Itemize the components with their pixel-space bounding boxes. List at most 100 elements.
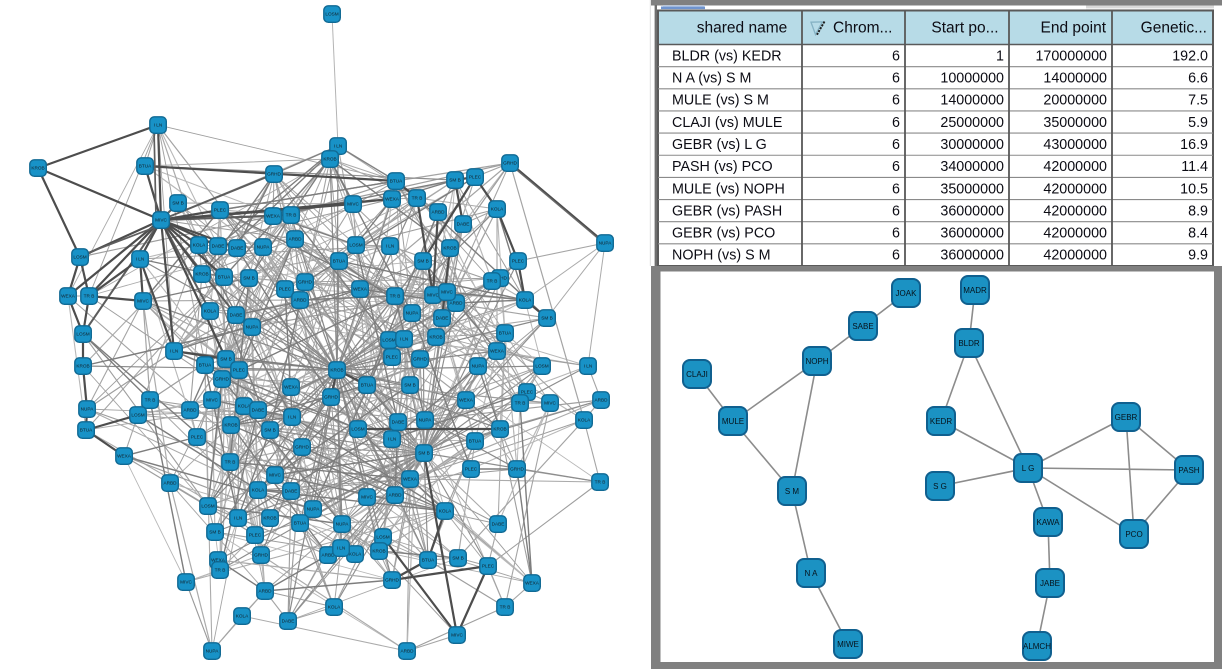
- svg-text:I LN: I LN: [154, 123, 163, 128]
- svg-text:PLEC: PLEC: [214, 208, 227, 213]
- svg-text:GEBR (vs) L G: GEBR (vs) L G: [672, 137, 767, 153]
- svg-text:MIWE: MIWE: [837, 640, 859, 649]
- svg-text:NUPA: NUPA: [246, 325, 260, 330]
- svg-text:ARBD: ARBD: [183, 408, 197, 413]
- svg-text:6: 6: [892, 181, 900, 197]
- svg-text:PASH: PASH: [1178, 466, 1199, 475]
- svg-text:GRHD: GRHD: [215, 377, 229, 382]
- svg-text:NOPH: NOPH: [805, 357, 828, 366]
- svg-text:MIVC: MIVC: [451, 633, 463, 638]
- svg-text:MULE (vs) S M: MULE (vs) S M: [672, 93, 769, 109]
- svg-text:SM B: SM B: [220, 357, 231, 362]
- svg-text:NUPA: NUPA: [307, 507, 321, 512]
- svg-text:DABE: DABE: [231, 246, 244, 251]
- svg-text:ARBD: ARBD: [258, 589, 272, 594]
- svg-text:BTUA: BTUA: [218, 275, 231, 280]
- svg-text:NUPA: NUPA: [419, 418, 433, 423]
- svg-text:BTUA: BTUA: [469, 439, 482, 444]
- svg-text:End point: End point: [1041, 20, 1107, 37]
- svg-text:SM B: SM B: [264, 428, 275, 433]
- svg-text:35000000: 35000000: [1043, 115, 1107, 131]
- svg-text:BTUA: BTUA: [499, 331, 512, 336]
- svg-text:35000000: 35000000: [940, 181, 1004, 197]
- svg-text:14000000: 14000000: [940, 93, 1004, 109]
- svg-text:L G: L G: [1022, 464, 1035, 473]
- svg-text:KOLA: KOLA: [349, 552, 362, 557]
- svg-text:42000000: 42000000: [1043, 226, 1107, 242]
- svg-text:I LN: I LN: [400, 337, 409, 342]
- svg-text:6: 6: [892, 115, 900, 131]
- svg-text:SM B: SM B: [209, 530, 220, 535]
- svg-text:SM B: SM B: [417, 259, 428, 264]
- svg-text:NUPA: NUPA: [81, 407, 95, 412]
- svg-text:SM B: SM B: [172, 201, 183, 206]
- svg-text:GRHD: GRHD: [510, 467, 524, 472]
- svg-text:16.9: 16.9: [1180, 137, 1208, 153]
- svg-text:5.9: 5.9: [1188, 115, 1208, 131]
- svg-text:MIVC: MIVC: [441, 290, 453, 295]
- svg-text:25000000: 25000000: [940, 115, 1004, 131]
- svg-text:SM B: SM B: [452, 556, 463, 561]
- svg-text:PLEC: PLEC: [482, 564, 495, 569]
- svg-text:WEXA: WEXA: [353, 287, 368, 292]
- svg-text:LOSM: LOSM: [349, 243, 362, 248]
- svg-text:KEDR: KEDR: [930, 417, 952, 426]
- svg-text:KOLA: KOLA: [439, 509, 452, 514]
- svg-text:I LN: I LN: [584, 364, 593, 369]
- svg-text:ARBD: ARBD: [400, 649, 414, 654]
- svg-text:I LN: I LN: [234, 516, 243, 521]
- svg-text:KROB: KROB: [224, 423, 237, 428]
- svg-text:KROB: KROB: [493, 427, 506, 432]
- svg-text:TR B: TR B: [286, 213, 297, 218]
- svg-text:6: 6: [892, 93, 900, 109]
- svg-text:KOLA: KOLA: [204, 309, 217, 314]
- svg-text:SM B: SM B: [404, 383, 415, 388]
- svg-text:I LN: I LN: [170, 349, 179, 354]
- svg-text:DABE: DABE: [230, 313, 243, 318]
- svg-text:8.4: 8.4: [1188, 226, 1208, 242]
- svg-text:PLEC: PLEC: [233, 368, 246, 373]
- svg-text:BLDR (vs) KEDR: BLDR (vs) KEDR: [672, 48, 782, 64]
- svg-text:42000000: 42000000: [1043, 181, 1107, 197]
- svg-text:DABE: DABE: [282, 619, 295, 624]
- svg-text:PLEC: PLEC: [249, 533, 262, 538]
- svg-text:shared name: shared name: [697, 20, 787, 37]
- svg-text:N A: N A: [805, 569, 819, 578]
- svg-text:6: 6: [892, 226, 900, 242]
- svg-text:42000000: 42000000: [1043, 159, 1107, 175]
- svg-text:SM B: SM B: [418, 451, 429, 456]
- svg-text:SM B: SM B: [541, 316, 552, 321]
- svg-text:GRHD: GRHD: [295, 445, 309, 450]
- svg-text:KOLA: KOLA: [236, 614, 249, 619]
- svg-text:KROB: KROB: [443, 246, 456, 251]
- svg-text:6: 6: [892, 137, 900, 153]
- svg-text:I LN: I LN: [337, 546, 346, 551]
- svg-text:I LN: I LN: [388, 437, 397, 442]
- svg-text:ARBD: ARBD: [288, 237, 302, 242]
- svg-text:PLEC: PLEC: [512, 259, 525, 264]
- svg-text:6: 6: [892, 248, 900, 264]
- svg-text:NOPH (vs) S M: NOPH (vs) S M: [672, 248, 771, 264]
- svg-text:KROB: KROB: [372, 549, 385, 554]
- svg-text:BTUA: BTUA: [361, 383, 374, 388]
- svg-text:TR B: TR B: [412, 196, 423, 201]
- svg-text:MULE: MULE: [722, 417, 744, 426]
- svg-text:LOSM: LOSM: [535, 364, 548, 369]
- svg-text:Chrom...: Chrom...: [833, 20, 892, 37]
- svg-text:DABE: DABE: [285, 489, 298, 494]
- svg-text:TR B: TR B: [215, 568, 226, 573]
- svg-text:I LN: I LN: [386, 244, 395, 249]
- svg-text:ARBD: ARBD: [431, 210, 445, 215]
- svg-text:GRHD: GRHD: [298, 280, 312, 285]
- svg-text:NUPA: NUPA: [599, 241, 613, 246]
- svg-text:GRHD: GRHD: [413, 357, 427, 362]
- svg-text:PCO: PCO: [1125, 530, 1142, 539]
- svg-text:WEXA: WEXA: [61, 294, 76, 299]
- svg-text:WEXA: WEXA: [266, 214, 281, 219]
- svg-text:NUPA: NUPA: [336, 522, 350, 527]
- svg-text:GRHD: GRHD: [324, 395, 338, 400]
- svg-text:20000000: 20000000: [1043, 93, 1107, 109]
- svg-text:TR B: TR B: [84, 294, 95, 299]
- svg-text:43000000: 43000000: [1043, 137, 1107, 153]
- svg-text:S G: S G: [933, 482, 947, 491]
